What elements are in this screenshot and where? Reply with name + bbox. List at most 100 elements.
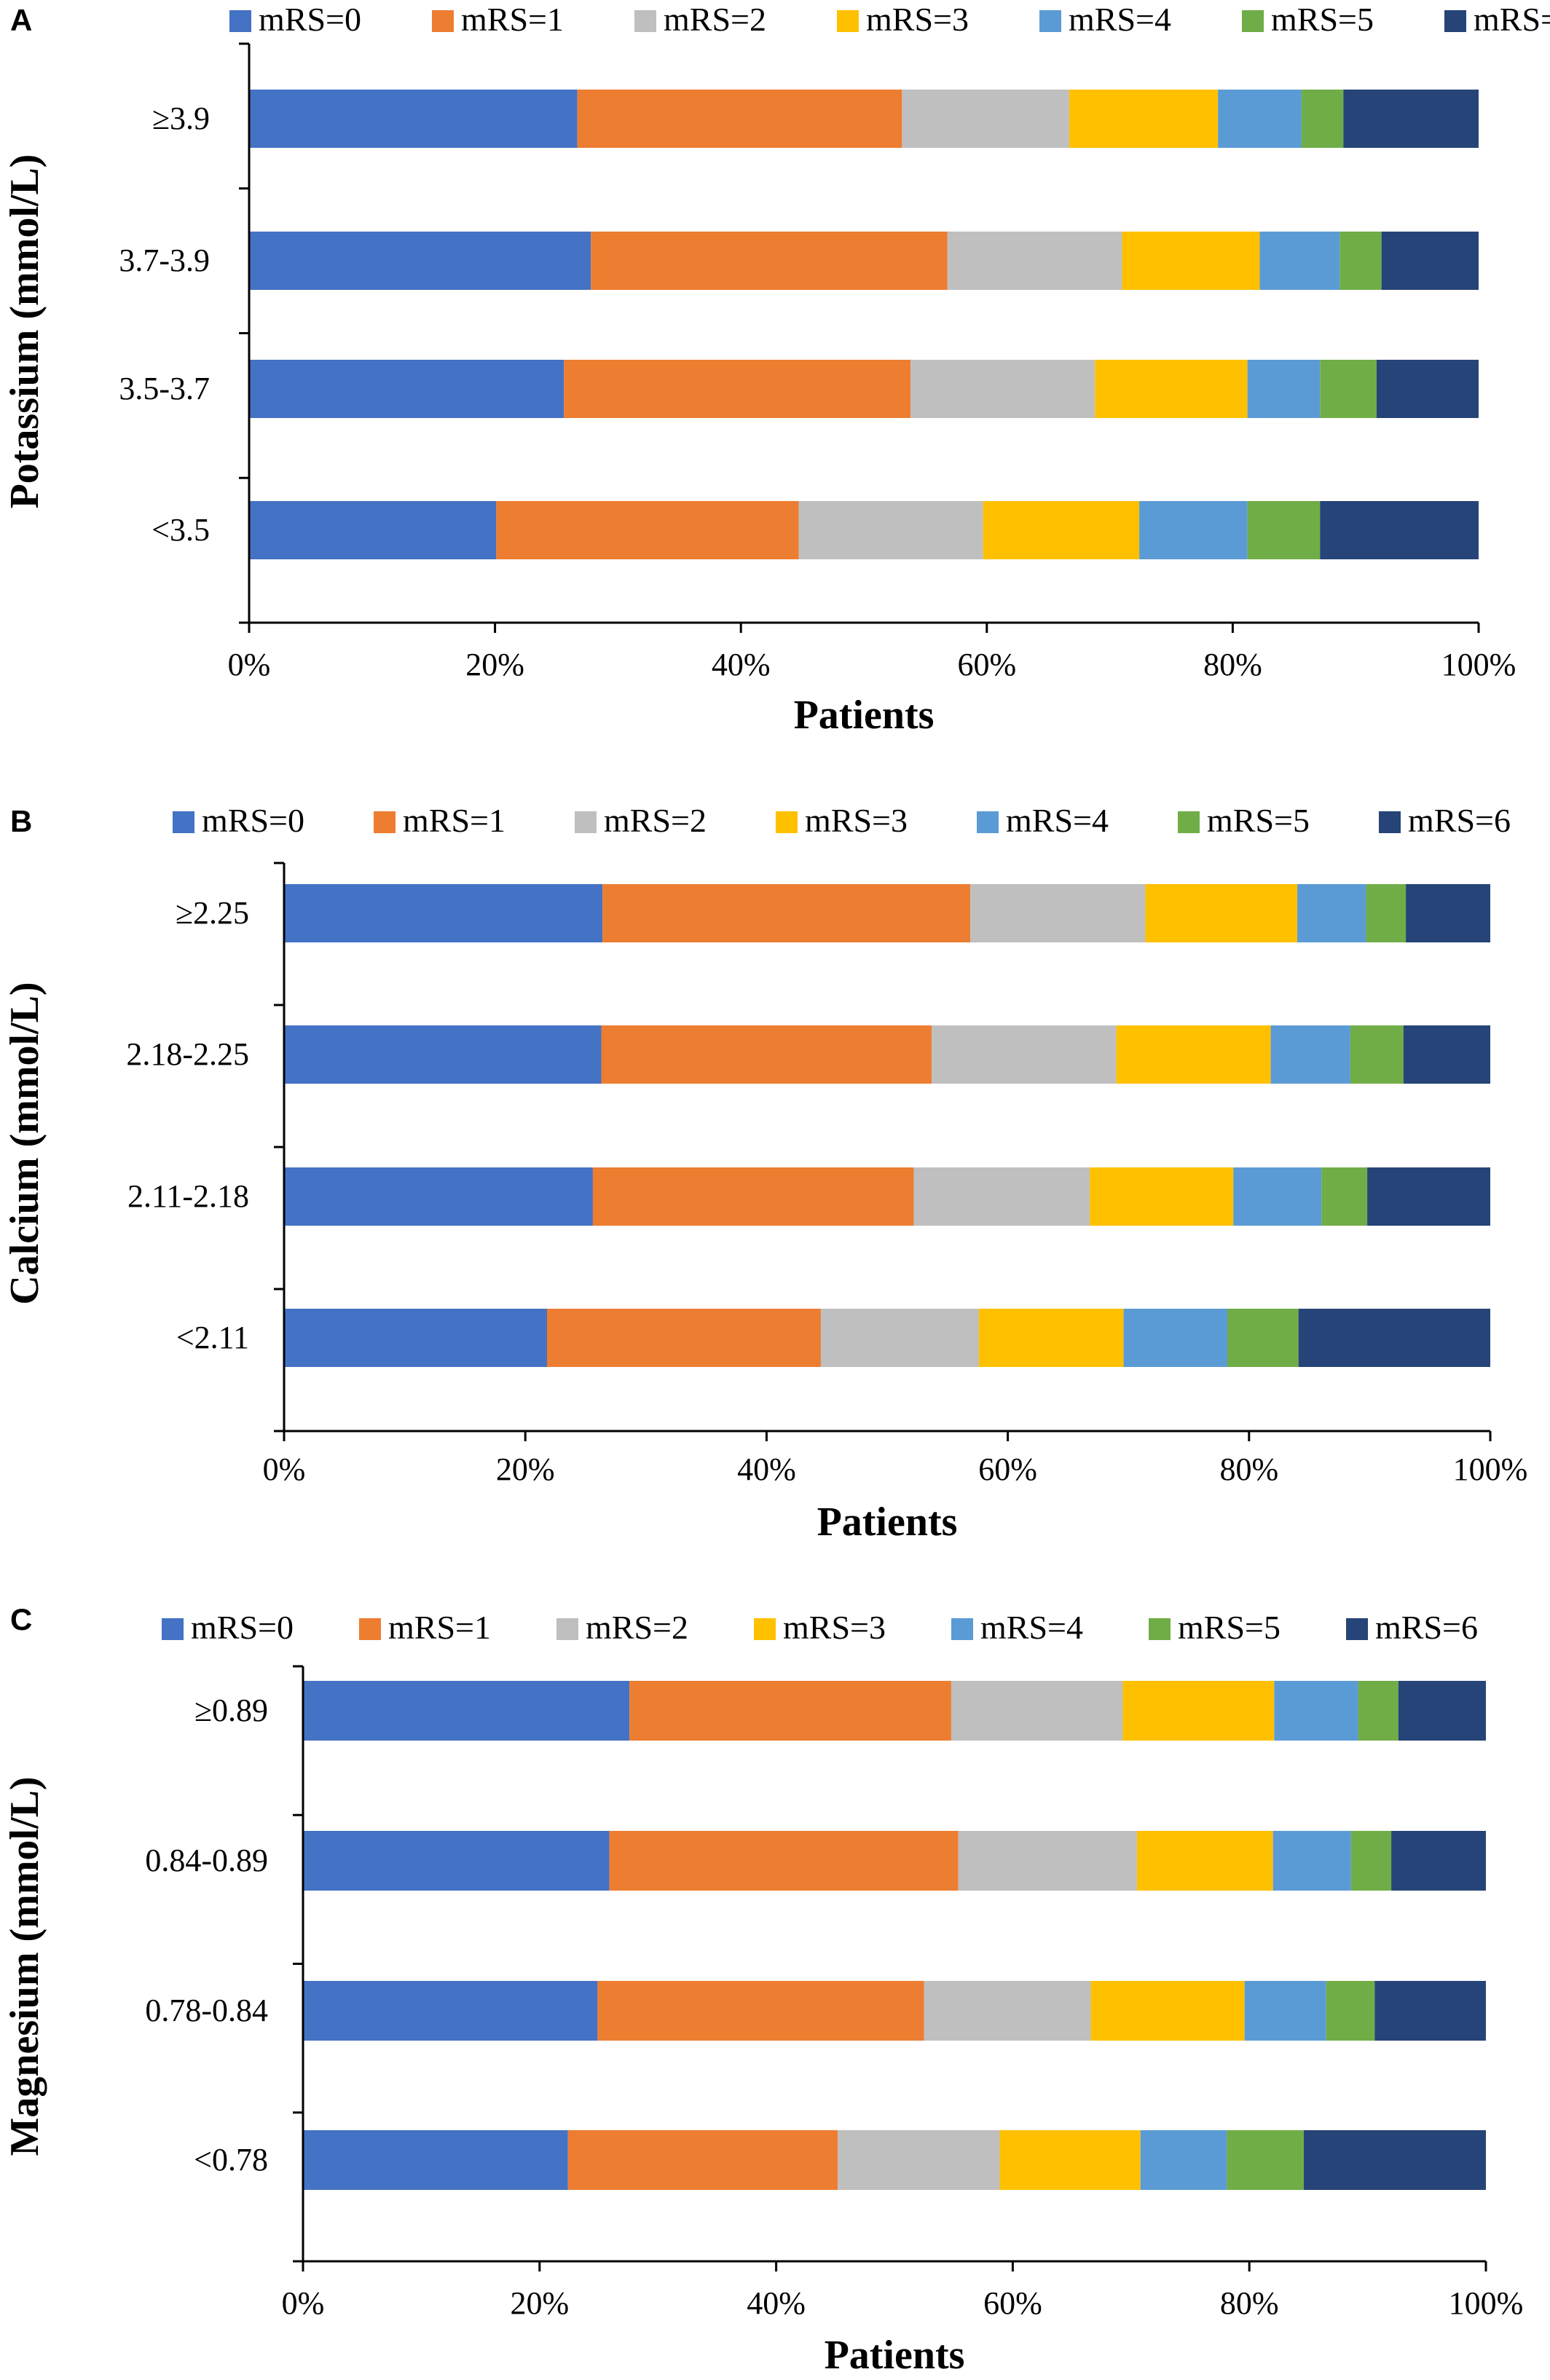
legend-label-2: mRS=2: [586, 1609, 688, 1646]
bar-segment: [1140, 2130, 1227, 2190]
bar-segment: [1320, 501, 1479, 559]
legend-label-1: mRS=1: [388, 1609, 491, 1646]
bar-segment: [591, 232, 948, 290]
bar-segment: [1244, 1981, 1326, 2041]
bar-segment: [1123, 1309, 1227, 1367]
legend-label-1: mRS=1: [461, 1, 564, 38]
bar-segment: [284, 884, 603, 942]
bar-segment: [249, 360, 564, 418]
bar-segment: [1095, 360, 1248, 418]
bar-segment: [1139, 501, 1248, 559]
legend-label-0: mRS=0: [191, 1609, 294, 1646]
x-tick-label: 80%: [1203, 647, 1262, 682]
legend-swatch-6: [1444, 10, 1466, 32]
bar-segment: [999, 2130, 1141, 2190]
x-tick-label: 60%: [978, 1451, 1037, 1487]
legend-label-2: mRS=2: [604, 802, 707, 839]
bar-segment: [1247, 501, 1321, 559]
bar-segment: [1227, 1309, 1299, 1367]
bar-segment: [303, 1981, 598, 2041]
x-tick-label: 0%: [228, 647, 271, 682]
bar-segment: [1297, 884, 1366, 942]
bar-segment: [592, 1167, 914, 1226]
legend-swatch-5: [1242, 10, 1264, 32]
legend-swatch-4: [1039, 10, 1061, 32]
bar-segment: [1136, 1831, 1273, 1891]
legend-label-6: mRS=6: [1375, 1609, 1478, 1646]
bar-segment: [1301, 90, 1344, 148]
bar-segment: [1069, 90, 1219, 148]
bar-segment: [284, 1309, 548, 1367]
bar-segment: [838, 2130, 1000, 2190]
bar-segment: [1218, 90, 1302, 148]
y-tick-label: 3.5-3.7: [119, 371, 210, 406]
x-tick-label: 0%: [263, 1451, 306, 1487]
x-tick-label: 80%: [1220, 2285, 1279, 2321]
bar-segment: [913, 1167, 1090, 1226]
legend-label-3: mRS=3: [805, 802, 908, 839]
legend-label-6: mRS=6: [1408, 802, 1511, 839]
bar-segment: [798, 501, 983, 559]
bar-segment: [1090, 1167, 1234, 1226]
bar-segment: [1321, 1167, 1368, 1226]
legend-swatch-0: [173, 811, 194, 833]
bar-segment: [249, 90, 578, 148]
bar-segment: [629, 1681, 951, 1741]
bar-segment: [1381, 232, 1479, 290]
legend-label-3: mRS=3: [866, 1, 969, 38]
bar-segment: [978, 1309, 1124, 1367]
legend-label-5: mRS=5: [1178, 1609, 1280, 1646]
legend-label-4: mRS=4: [1006, 802, 1109, 839]
bar-segment: [564, 360, 911, 418]
bar-segment: [577, 90, 902, 148]
legend-swatch-1: [432, 10, 454, 32]
bar-segment: [1350, 1831, 1392, 1891]
legend-swatch-3: [754, 1618, 776, 1640]
bar-segment: [597, 1981, 924, 2041]
bar-segment: [1259, 232, 1340, 290]
panel-label: A: [10, 3, 32, 37]
bar-segment: [303, 1681, 630, 1741]
bar-segment: [609, 1831, 959, 1891]
bar-segment: [970, 884, 1146, 942]
bar-segment: [1227, 2130, 1304, 2190]
legend-swatch-1: [359, 1618, 381, 1640]
x-tick-label: 80%: [1219, 1451, 1278, 1487]
bar-segment: [1298, 1309, 1490, 1367]
x-tick-label: 40%: [737, 1451, 796, 1487]
bar-segment: [1272, 1831, 1351, 1891]
legend-swatch-4: [951, 1618, 973, 1640]
legend-label-1: mRS=1: [403, 802, 505, 839]
legend-swatch-3: [776, 811, 798, 833]
bar-segment: [1326, 1981, 1375, 2041]
panel-label: B: [10, 804, 32, 838]
legend-swatch-2: [634, 10, 656, 32]
bar-segment: [1274, 1681, 1358, 1741]
bar-segment: [1339, 232, 1382, 290]
legend-swatch-0: [162, 1618, 184, 1640]
legend-swatch-5: [1178, 811, 1200, 833]
bar-segment: [1406, 884, 1490, 942]
bar-segment: [951, 1681, 1123, 1741]
legend-label-5: mRS=5: [1207, 802, 1310, 839]
bar-segment: [601, 1025, 932, 1084]
bar-segment: [958, 1831, 1137, 1891]
legend-swatch-2: [556, 1618, 578, 1640]
legend-label-2: mRS=2: [664, 1, 766, 38]
y-tick-label: 2.11-2.18: [127, 1178, 249, 1214]
legend-swatch-1: [374, 811, 396, 833]
legend-label-0: mRS=0: [259, 1, 361, 38]
bar-segment: [1376, 360, 1479, 418]
bar-segment: [932, 1025, 1117, 1084]
y-tick-label: <2.11: [176, 1320, 249, 1355]
x-tick-label: 0%: [282, 2285, 325, 2321]
y-tick-label: ≥0.89: [194, 1693, 268, 1728]
legend-swatch-0: [229, 10, 251, 32]
bar-segment: [1122, 1681, 1275, 1741]
legend-swatch-2: [575, 811, 597, 833]
x-tick-label: 60%: [983, 2285, 1042, 2321]
bar-segment: [284, 1025, 602, 1084]
bar-segment: [1116, 1025, 1271, 1084]
legend-swatch-3: [837, 10, 859, 32]
